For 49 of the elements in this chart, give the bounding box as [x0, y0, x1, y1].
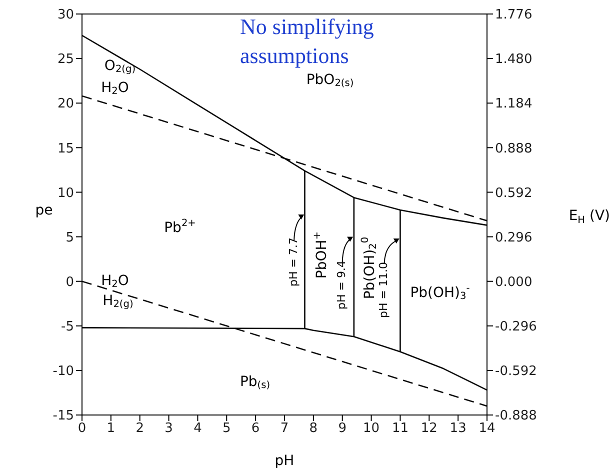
y2-tick-label: 0.296: [495, 230, 532, 246]
x-tick-label: 1: [106, 421, 116, 436]
annotation: No simplifying assumptions: [240, 13, 375, 70]
y-tick-label: 25: [57, 52, 74, 68]
y2-tick-label: 1.184: [495, 96, 532, 112]
x-tick-label: 13: [450, 421, 466, 436]
annotation: pH = 11.0: [377, 262, 390, 318]
y2-tick-label: 0.888: [495, 141, 532, 156]
annotation: H$_{2(g)}$: [102, 292, 134, 310]
x-tick-label: 5: [222, 421, 231, 436]
y-tick-label: 30: [57, 8, 74, 23]
y-tick-label: 5: [66, 230, 74, 246]
y-tick-label: -15: [52, 408, 74, 424]
y2-axis-title: E$_{H}$ (V): [568, 208, 610, 226]
x-tick-label: 4: [194, 421, 202, 436]
y-axis-title: pe: [35, 202, 53, 218]
y-tick-label: -5: [61, 320, 74, 335]
x-tick-label: 0: [78, 421, 86, 436]
x-tick-label: 14: [478, 421, 496, 436]
x-tick-label: 3: [164, 421, 173, 436]
x-tick-label: 12: [420, 421, 438, 436]
annotation: Pb$_{(s)}$: [240, 374, 270, 391]
y2-tick-label: 1.480: [495, 52, 532, 68]
annotation: pH = 9.4: [335, 260, 348, 310]
x-tick-label: 2: [136, 421, 144, 436]
y-tick-label: 15: [57, 141, 74, 156]
y2-tick-label: -0.888: [495, 408, 537, 424]
x-tick-label: 8: [309, 421, 318, 436]
x-tick-label: 6: [251, 421, 260, 436]
annotation: H$_{2}$O: [101, 272, 129, 290]
x-tick-label: 9: [338, 421, 346, 436]
x-tick-label: 7: [280, 421, 289, 436]
y2-tick-label: -0.296: [495, 320, 537, 335]
y2-tick-label: 1.776: [495, 8, 532, 23]
x-tick-label: 11: [392, 421, 408, 436]
annotation: Pb$^{2+}$: [164, 218, 196, 236]
y-tick-label: 20: [57, 96, 74, 112]
y2-tick-label: -0.592: [495, 364, 537, 380]
x-axis-title: pH: [274, 453, 294, 469]
y-tick-label: 10: [57, 186, 74, 201]
y2-tick-label: 0.592: [495, 186, 532, 201]
x-tick-label: 10: [363, 421, 380, 436]
annotation: O$_{2(g)}$: [104, 58, 136, 75]
annotation: pH = 7.7: [287, 238, 300, 286]
y2-tick-label: 0.000: [495, 274, 532, 290]
y-tick-label: -10: [52, 364, 74, 380]
annotation: H$_{2}$O: [101, 80, 129, 97]
y-tick-label: 0: [66, 274, 74, 290]
annotation: PbO$_{2(s)}$: [306, 72, 354, 89]
